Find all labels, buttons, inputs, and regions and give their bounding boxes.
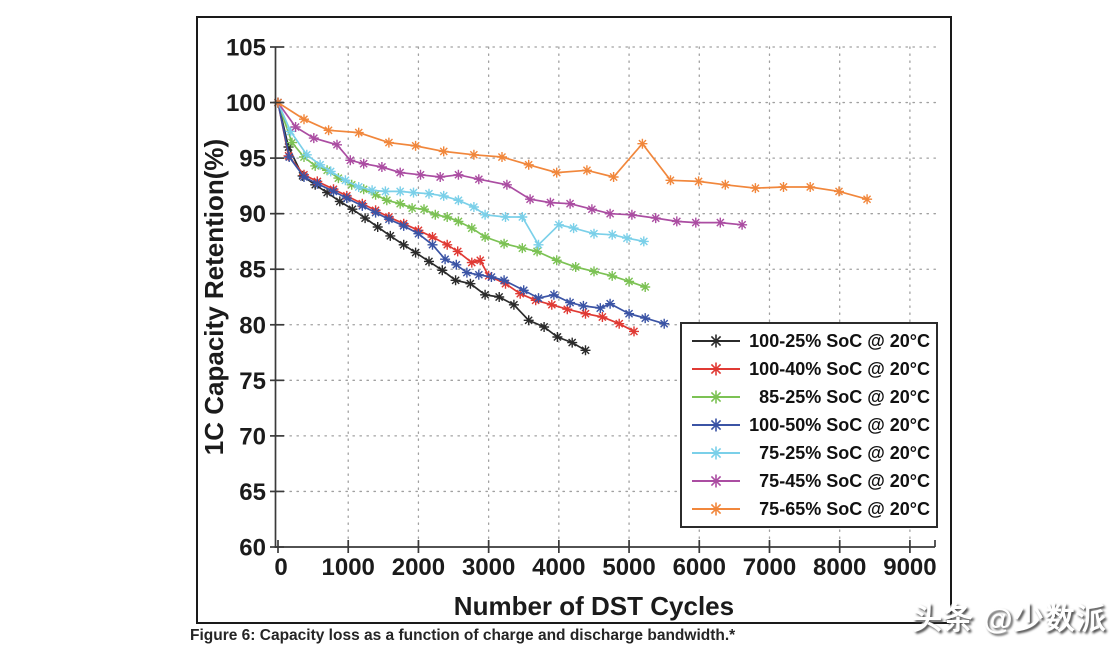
- legend-marker-icon: [690, 414, 744, 436]
- series-line: [277, 101, 868, 201]
- x-tick-label: 6000: [673, 554, 726, 581]
- y-tick-label: 85: [239, 257, 266, 284]
- legend-item: 100-25% SoC @ 20°C: [690, 328, 930, 354]
- x-tick-label: 1000: [322, 554, 375, 581]
- y-tick-label: 60: [239, 535, 266, 562]
- series-75-25-soc-20-c: [273, 97, 649, 250]
- legend-item: 100-40% SoC @ 20°C: [690, 356, 930, 382]
- legend-item: 75-25% SoC @ 20°C: [690, 440, 930, 466]
- x-tick-label: 8000: [813, 554, 866, 581]
- legend-label: 100-50% SoC @ 20°C: [749, 414, 930, 435]
- x-axis-title: Number of DST Cycles: [454, 591, 734, 621]
- series-100-40-soc-20-c: [273, 97, 639, 337]
- legend-label: 75-65% SoC @ 20°C: [759, 498, 930, 519]
- legend-marker-icon: [690, 330, 744, 352]
- x-tick-label: 5000: [602, 554, 655, 581]
- legend-asterisk-icon: [709, 334, 723, 348]
- legend-asterisk-icon: [709, 502, 723, 516]
- series-markers: [273, 97, 591, 356]
- legend-item: 75-45% SoC @ 20°C: [690, 468, 930, 494]
- legend-asterisk-icon: [709, 390, 723, 404]
- y-tick-label: 100: [226, 90, 266, 117]
- legend-label: 75-25% SoC @ 20°C: [759, 442, 930, 463]
- y-axis-title: 1C Capacity Retention(%): [199, 139, 229, 455]
- legend-label: 100-40% SoC @ 20°C: [749, 358, 930, 379]
- legend-item: 75-65% SoC @ 20°C: [690, 496, 930, 522]
- watermark: 头条 @少数派: [912, 603, 1107, 636]
- series-markers: [273, 97, 639, 337]
- y-tick-label: 70: [239, 423, 266, 450]
- legend-marker-icon: [690, 442, 744, 464]
- legend-asterisk-icon: [709, 446, 723, 460]
- series-100-50-soc-20-c: [273, 97, 670, 329]
- axes: [270, 46, 936, 553]
- legend-item: 85-25% SoC @ 20°C: [690, 384, 930, 410]
- series-line: [277, 102, 665, 325]
- x-tick-label: 0: [274, 554, 287, 581]
- series-line: [277, 102, 586, 352]
- legend-label: 75-45% SoC @ 20°C: [759, 470, 930, 491]
- y-tick-label: 80: [239, 312, 266, 339]
- y-tick-label: 90: [239, 201, 266, 228]
- x-tick-label: 3000: [462, 554, 515, 581]
- legend-marker-icon: [690, 470, 744, 492]
- series-line: [277, 102, 635, 333]
- chart-legend: 100-25% SoC @ 20°C 100-40% SoC @ 20°C 85-2…: [680, 322, 938, 528]
- series-75-65-soc-20-c: [273, 97, 873, 205]
- x-tick-label: 2000: [392, 554, 445, 581]
- legend-item: 100-50% SoC @ 20°C: [690, 412, 930, 438]
- x-tick-label: 7000: [743, 554, 796, 581]
- series-100-25-soc-20-c: [273, 97, 591, 356]
- y-tick-label: 95: [239, 146, 266, 173]
- x-tick-label: 4000: [532, 554, 585, 581]
- y-tick-label: 65: [239, 479, 266, 506]
- legend-marker-icon: [690, 386, 744, 408]
- tick-labels: 60 65 70 75 80 85 90 95 100 105 0 1000 2000 3000 4000 5…: [226, 35, 937, 582]
- legend-marker-icon: [690, 358, 744, 380]
- series-markers: [273, 97, 649, 250]
- legend-label: 100-25% SoC @ 20°C: [749, 330, 930, 351]
- legend-label: 85-25% SoC @ 20°C: [759, 386, 930, 407]
- line-chart: 60 65 70 75 80 85 90 95 100 105 0 1000 2000 3000 4000 5…: [199, 35, 939, 621]
- legend-asterisk-icon: [709, 474, 723, 488]
- series-75-45-soc-20-c: [273, 97, 748, 230]
- figure-caption: Figure 6: Capacity loss as a function of…: [190, 627, 736, 644]
- y-tick-label: 75: [239, 368, 266, 395]
- y-tick-label: 105: [226, 35, 266, 62]
- x-tick-label: 9000: [883, 554, 936, 581]
- figure-panel: 60 65 70 75 80 85 90 95 100 105 0 1000 2000 3000 4000 5…: [196, 16, 952, 624]
- legend-marker-icon: [690, 498, 744, 520]
- series-markers: [273, 97, 748, 230]
- legend-asterisk-icon: [709, 362, 723, 376]
- legend-asterisk-icon: [709, 418, 723, 432]
